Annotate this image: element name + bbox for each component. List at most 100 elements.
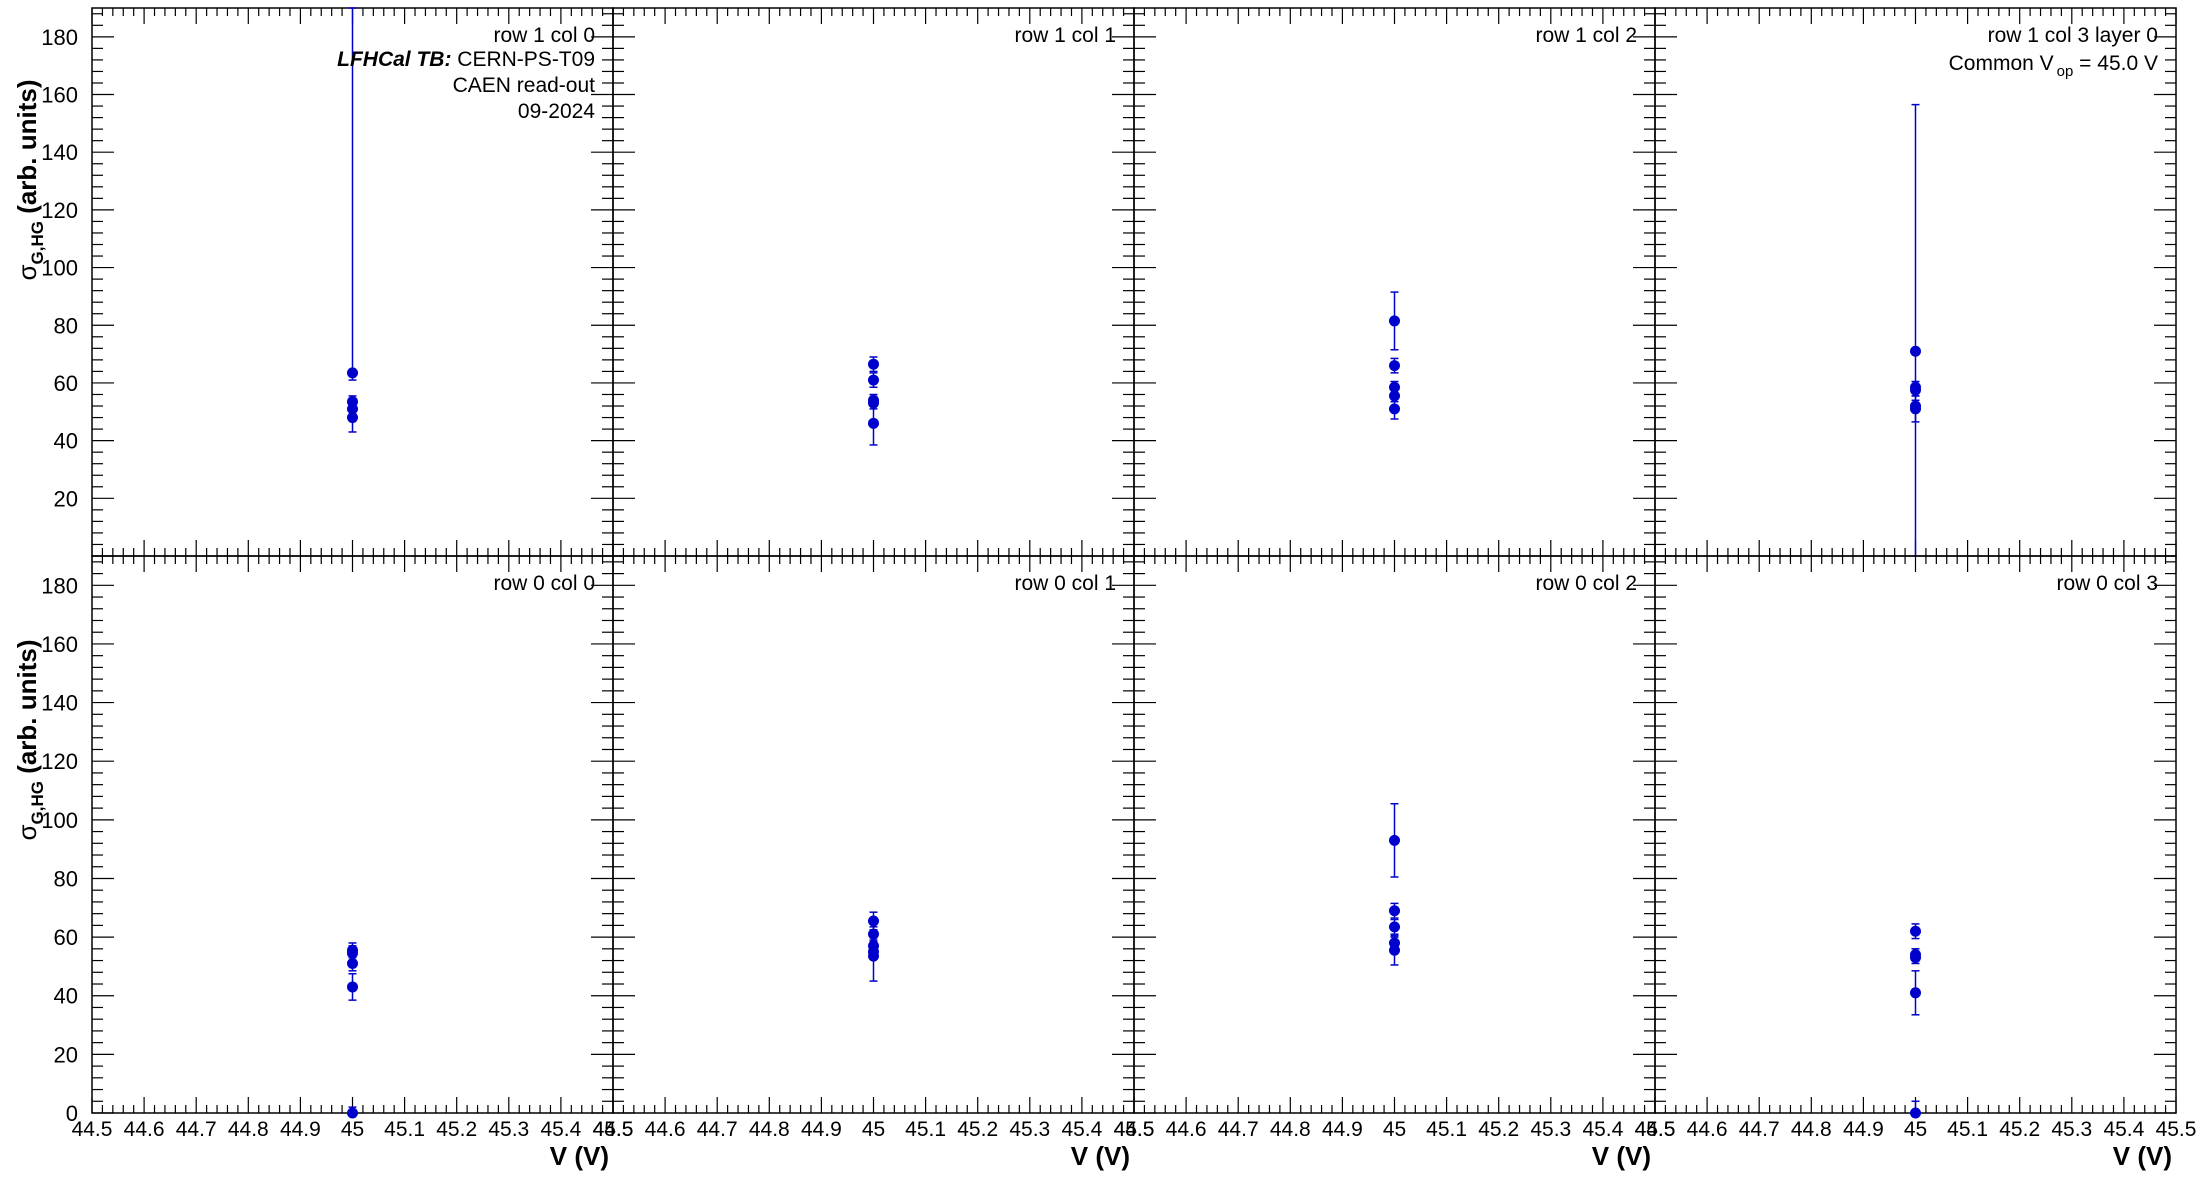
y-tick-label: 0 [66, 1101, 78, 1126]
x-tick-label: 44.7 [697, 1118, 738, 1141]
y-axis-units: (arb. units) [12, 79, 42, 221]
x-tick-label: 44.6 [645, 1118, 686, 1141]
data-point [347, 957, 358, 969]
data-point [1389, 403, 1400, 415]
y-tick-label: 180 [41, 573, 78, 598]
y-tick-label: 20 [54, 1042, 78, 1067]
x-tick-label: 44.6 [1687, 1118, 1728, 1141]
panel-row-1-col-2: row 1 col 2 [1133, 7, 1656, 557]
y-tick-label: 120 [41, 198, 78, 223]
x-axis-label: V (V) [2113, 1141, 2172, 1171]
x-tick-label: 44.8 [228, 1118, 269, 1141]
date-label: 09-2024 [518, 100, 595, 123]
x-tick-label: 45.5 [1114, 1118, 1155, 1141]
y-tick-label: 60 [54, 925, 78, 950]
data-point [347, 367, 358, 379]
data-point [1910, 384, 1921, 396]
panel-label: row 0 col 3 [2056, 572, 2158, 595]
x-tick-label: 45.5 [1635, 1118, 1676, 1141]
x-tick-label: 45.4 [2103, 1118, 2144, 1141]
data-point [1389, 834, 1400, 846]
panel-label: row 0 col 0 [493, 572, 595, 595]
y-axis-sigma: σ [12, 824, 42, 840]
x-tick-label: 44.6 [1166, 1118, 1207, 1141]
y-tick-label: 60 [54, 371, 78, 396]
x-tick-label: 44.9 [801, 1118, 842, 1141]
x-tick-label: 45.1 [384, 1118, 425, 1141]
x-tick-label: 45.1 [905, 1118, 946, 1141]
panel-row-1-col-1: row 1 col 1 [612, 7, 1135, 557]
panel-row-0-col-2: row 0 col 2 [1133, 555, 1656, 1114]
panel-row-0-col-3: row 0 col 3 [1654, 555, 2177, 1119]
data-point [1389, 944, 1400, 956]
x-axis-label: V (V) [550, 1141, 609, 1171]
y-tick-label: 20 [54, 486, 78, 511]
data-point [1910, 1107, 1921, 1119]
y-tick-label: 80 [54, 866, 78, 891]
x-tick-label: 44.5 [1114, 1118, 1155, 1141]
x-tick-label: 45.3 [1009, 1118, 1050, 1141]
x-tick-label: 45.4 [1061, 1118, 1102, 1141]
y-tick-label: 160 [41, 632, 78, 657]
data-point [347, 1107, 358, 1119]
x-tick-label: 45.2 [957, 1118, 998, 1141]
x-tick-label: 45.3 [2051, 1118, 2092, 1141]
x-tick-label: 45.4 [1582, 1118, 1623, 1141]
data-point [1910, 345, 1921, 357]
x-tick-label: 44.7 [1218, 1118, 1259, 1141]
data-point [868, 950, 879, 962]
x-tick-label: 44.6 [124, 1118, 165, 1141]
data-point [1910, 925, 1921, 937]
x-tick-label: 45.2 [1478, 1118, 1519, 1141]
x-tick-label: 45.1 [1947, 1118, 1988, 1141]
y-tick-label: 40 [54, 429, 78, 454]
data-point [1389, 315, 1400, 327]
x-tick-label: 45.4 [540, 1118, 581, 1141]
data-point [1389, 360, 1400, 372]
y-tick-label: 120 [41, 749, 78, 774]
y-axis-sigma: σ [12, 264, 42, 280]
x-tick-label: 45.5 [593, 1118, 634, 1141]
y-tick-label: 180 [41, 25, 78, 50]
panel-label: row 1 col 3 layer 0 [1988, 24, 2158, 47]
data-point [868, 915, 879, 927]
panel-label: row 1 col 2 [1535, 24, 1637, 47]
x-tick-label: 44.7 [1739, 1118, 1780, 1141]
facility-label: CERN-PS-T09 [451, 48, 595, 71]
y-tick-label: 40 [54, 984, 78, 1009]
x-tick-label: 45.5 [2156, 1118, 2196, 1141]
x-tick-label: 44.5 [1635, 1118, 1676, 1141]
data-point [868, 374, 879, 386]
panel-frame [1654, 555, 2177, 1114]
y-tick-label: 100 [41, 256, 78, 281]
panel-frame [91, 555, 614, 1114]
x-tick-label: 44.9 [280, 1118, 321, 1141]
data-point [347, 412, 358, 424]
x-tick-label: 44.9 [1322, 1118, 1363, 1141]
panel-row-1-col-3-layer-0: row 1 col 3 layer 0 [1654, 7, 2177, 557]
x-tick-label: 45 [862, 1118, 885, 1141]
panel-label: row 0 col 2 [1535, 572, 1637, 595]
y-axis-subscript: G,HG [28, 221, 47, 264]
x-tick-label: 45 [1904, 1118, 1927, 1141]
info-tb-line: LFHCal TB: CERN-PS-T09 [337, 48, 595, 71]
x-tick-label: 44.7 [176, 1118, 217, 1141]
x-tick-label: 44.5 [593, 1118, 634, 1141]
panel-row-0-col-0: row 0 col 0 [91, 555, 614, 1119]
common-vop-subscript: op [2057, 63, 2074, 80]
panel-frame [612, 7, 1135, 557]
x-axis-label: V (V) [1071, 1141, 1130, 1171]
panel-row-0-col-1: row 0 col 1 [612, 555, 1135, 1114]
common-vop-suffix: = 45.0 V [2073, 52, 2158, 75]
x-tick-label: 44.8 [749, 1118, 790, 1141]
panel-label: row 1 col 0 [493, 24, 595, 47]
data-point [347, 981, 358, 993]
data-point [1910, 403, 1921, 415]
x-tick-label: 45.2 [1999, 1118, 2040, 1141]
x-tick-label: 44.5 [72, 1118, 113, 1141]
data-point [868, 358, 879, 370]
x-axis-label: V (V) [1592, 1141, 1651, 1171]
